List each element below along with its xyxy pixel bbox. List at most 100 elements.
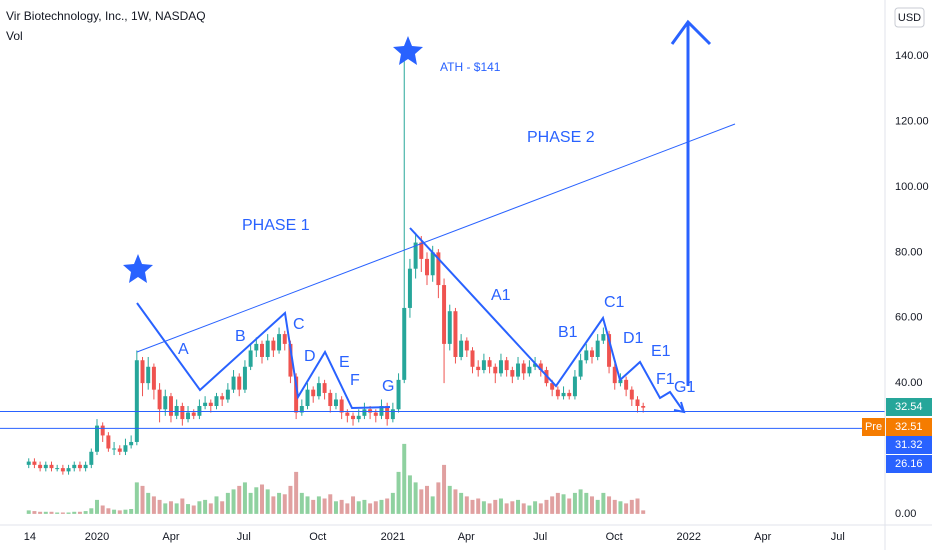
candle-body: [242, 366, 247, 390]
y-tick-label: 100.00: [895, 181, 929, 193]
volume-bar: [578, 489, 583, 514]
candle-body: [487, 360, 492, 367]
price-line-label: 31.32: [895, 439, 923, 451]
volume-bar: [146, 492, 151, 514]
candle-body: [49, 464, 54, 469]
candle-body: [214, 396, 219, 407]
candle-body: [203, 402, 208, 407]
wave-label: G: [382, 378, 394, 395]
volume-bar: [516, 499, 521, 514]
wave-label: D: [304, 348, 316, 365]
candle-body: [32, 461, 37, 465]
volume-bar: [339, 499, 344, 514]
volume-bar: [368, 503, 373, 514]
candle-body: [260, 343, 264, 357]
premarket-tag-box: [862, 418, 885, 436]
candle-body: [66, 468, 71, 472]
candle-body: [402, 307, 407, 380]
volume-bar: [419, 489, 424, 514]
volume-bar: [55, 512, 60, 514]
candle-body: [60, 468, 65, 472]
candle-body: [413, 242, 418, 269]
volume-bar: [112, 509, 117, 514]
volume-bar: [77, 511, 82, 514]
candle-body: [425, 258, 429, 276]
wave-label: B1: [558, 324, 578, 341]
y-tick-label: 40.00: [895, 377, 923, 389]
volume-bar: [618, 501, 623, 514]
volume-bar: [237, 485, 242, 514]
wave-label: C: [293, 316, 305, 333]
volume-bar: [407, 475, 412, 514]
volume-bar: [333, 501, 338, 514]
candle-body: [83, 464, 88, 469]
candle-body: [629, 389, 634, 400]
volume-bar: [521, 503, 526, 514]
volume-bar: [231, 489, 236, 514]
candle-body: [151, 366, 156, 390]
volume-bar: [186, 504, 191, 514]
volume-bar: [635, 498, 640, 514]
price-line-label-box: [886, 455, 932, 473]
volume-bar: [316, 496, 321, 514]
candle-body: [362, 409, 367, 416]
candle-body: [607, 334, 612, 367]
volume-bar: [476, 498, 481, 514]
volume-bar: [641, 510, 646, 514]
wave-label: B: [235, 328, 246, 345]
volume-bar: [527, 505, 532, 514]
volume-bar: [248, 492, 253, 514]
volume-bar: [436, 482, 441, 514]
candle-body: [134, 360, 139, 442]
volume-bar: [43, 511, 48, 514]
volume-bar: [624, 503, 629, 514]
volume-bar: [390, 492, 395, 514]
candle-body: [618, 379, 623, 384]
volume-bar: [203, 499, 208, 514]
candle-body: [498, 360, 503, 374]
candle-body: [510, 370, 515, 377]
volume-bar: [510, 501, 515, 514]
candle-body: [533, 363, 538, 367]
candle-body: [572, 376, 577, 397]
candle-body: [516, 363, 521, 377]
candle-body: [225, 389, 230, 400]
candle-body: [191, 412, 196, 416]
candle-body: [180, 406, 185, 420]
candle-body: [174, 406, 179, 416]
candle-body: [271, 340, 276, 351]
volume-bar: [430, 496, 435, 514]
candle-body: [521, 363, 526, 374]
candle-body: [339, 399, 344, 413]
candle-body: [470, 350, 475, 367]
volume-bar: [481, 501, 486, 514]
volume-bar: [612, 499, 617, 514]
chart-title: Vir Biotechnology, Inc., 1W, NASDAQ: [6, 9, 206, 23]
candle-body: [328, 392, 333, 407]
candle-body: [550, 383, 555, 390]
candle-body: [112, 448, 117, 450]
currency-box[interactable]: [894, 7, 925, 28]
candle-body: [396, 379, 401, 410]
candle-body: [208, 402, 213, 407]
x-tick-label: Apr: [458, 531, 475, 543]
candle-body: [26, 461, 31, 465]
x-tick-label: Jul: [237, 531, 251, 543]
volume-bar: [305, 496, 310, 514]
candle-body: [373, 412, 378, 416]
premarket-tag: Pre: [865, 421, 882, 433]
plot-area: [0, 52, 885, 514]
candle-body: [442, 285, 447, 344]
candle-body: [316, 383, 321, 397]
wave-label: G1: [674, 379, 695, 396]
candle-body: [157, 389, 162, 410]
volume-bar: [168, 501, 173, 514]
candle-body: [527, 366, 532, 374]
volume-bar: [129, 508, 134, 514]
volume-bar: [504, 503, 509, 514]
candle-body: [117, 448, 122, 452]
currency[interactable]: USD: [898, 12, 921, 24]
volume-bar: [356, 501, 361, 514]
x-tick-label: Oct: [606, 531, 623, 543]
wave-arrowhead: [673, 401, 686, 414]
